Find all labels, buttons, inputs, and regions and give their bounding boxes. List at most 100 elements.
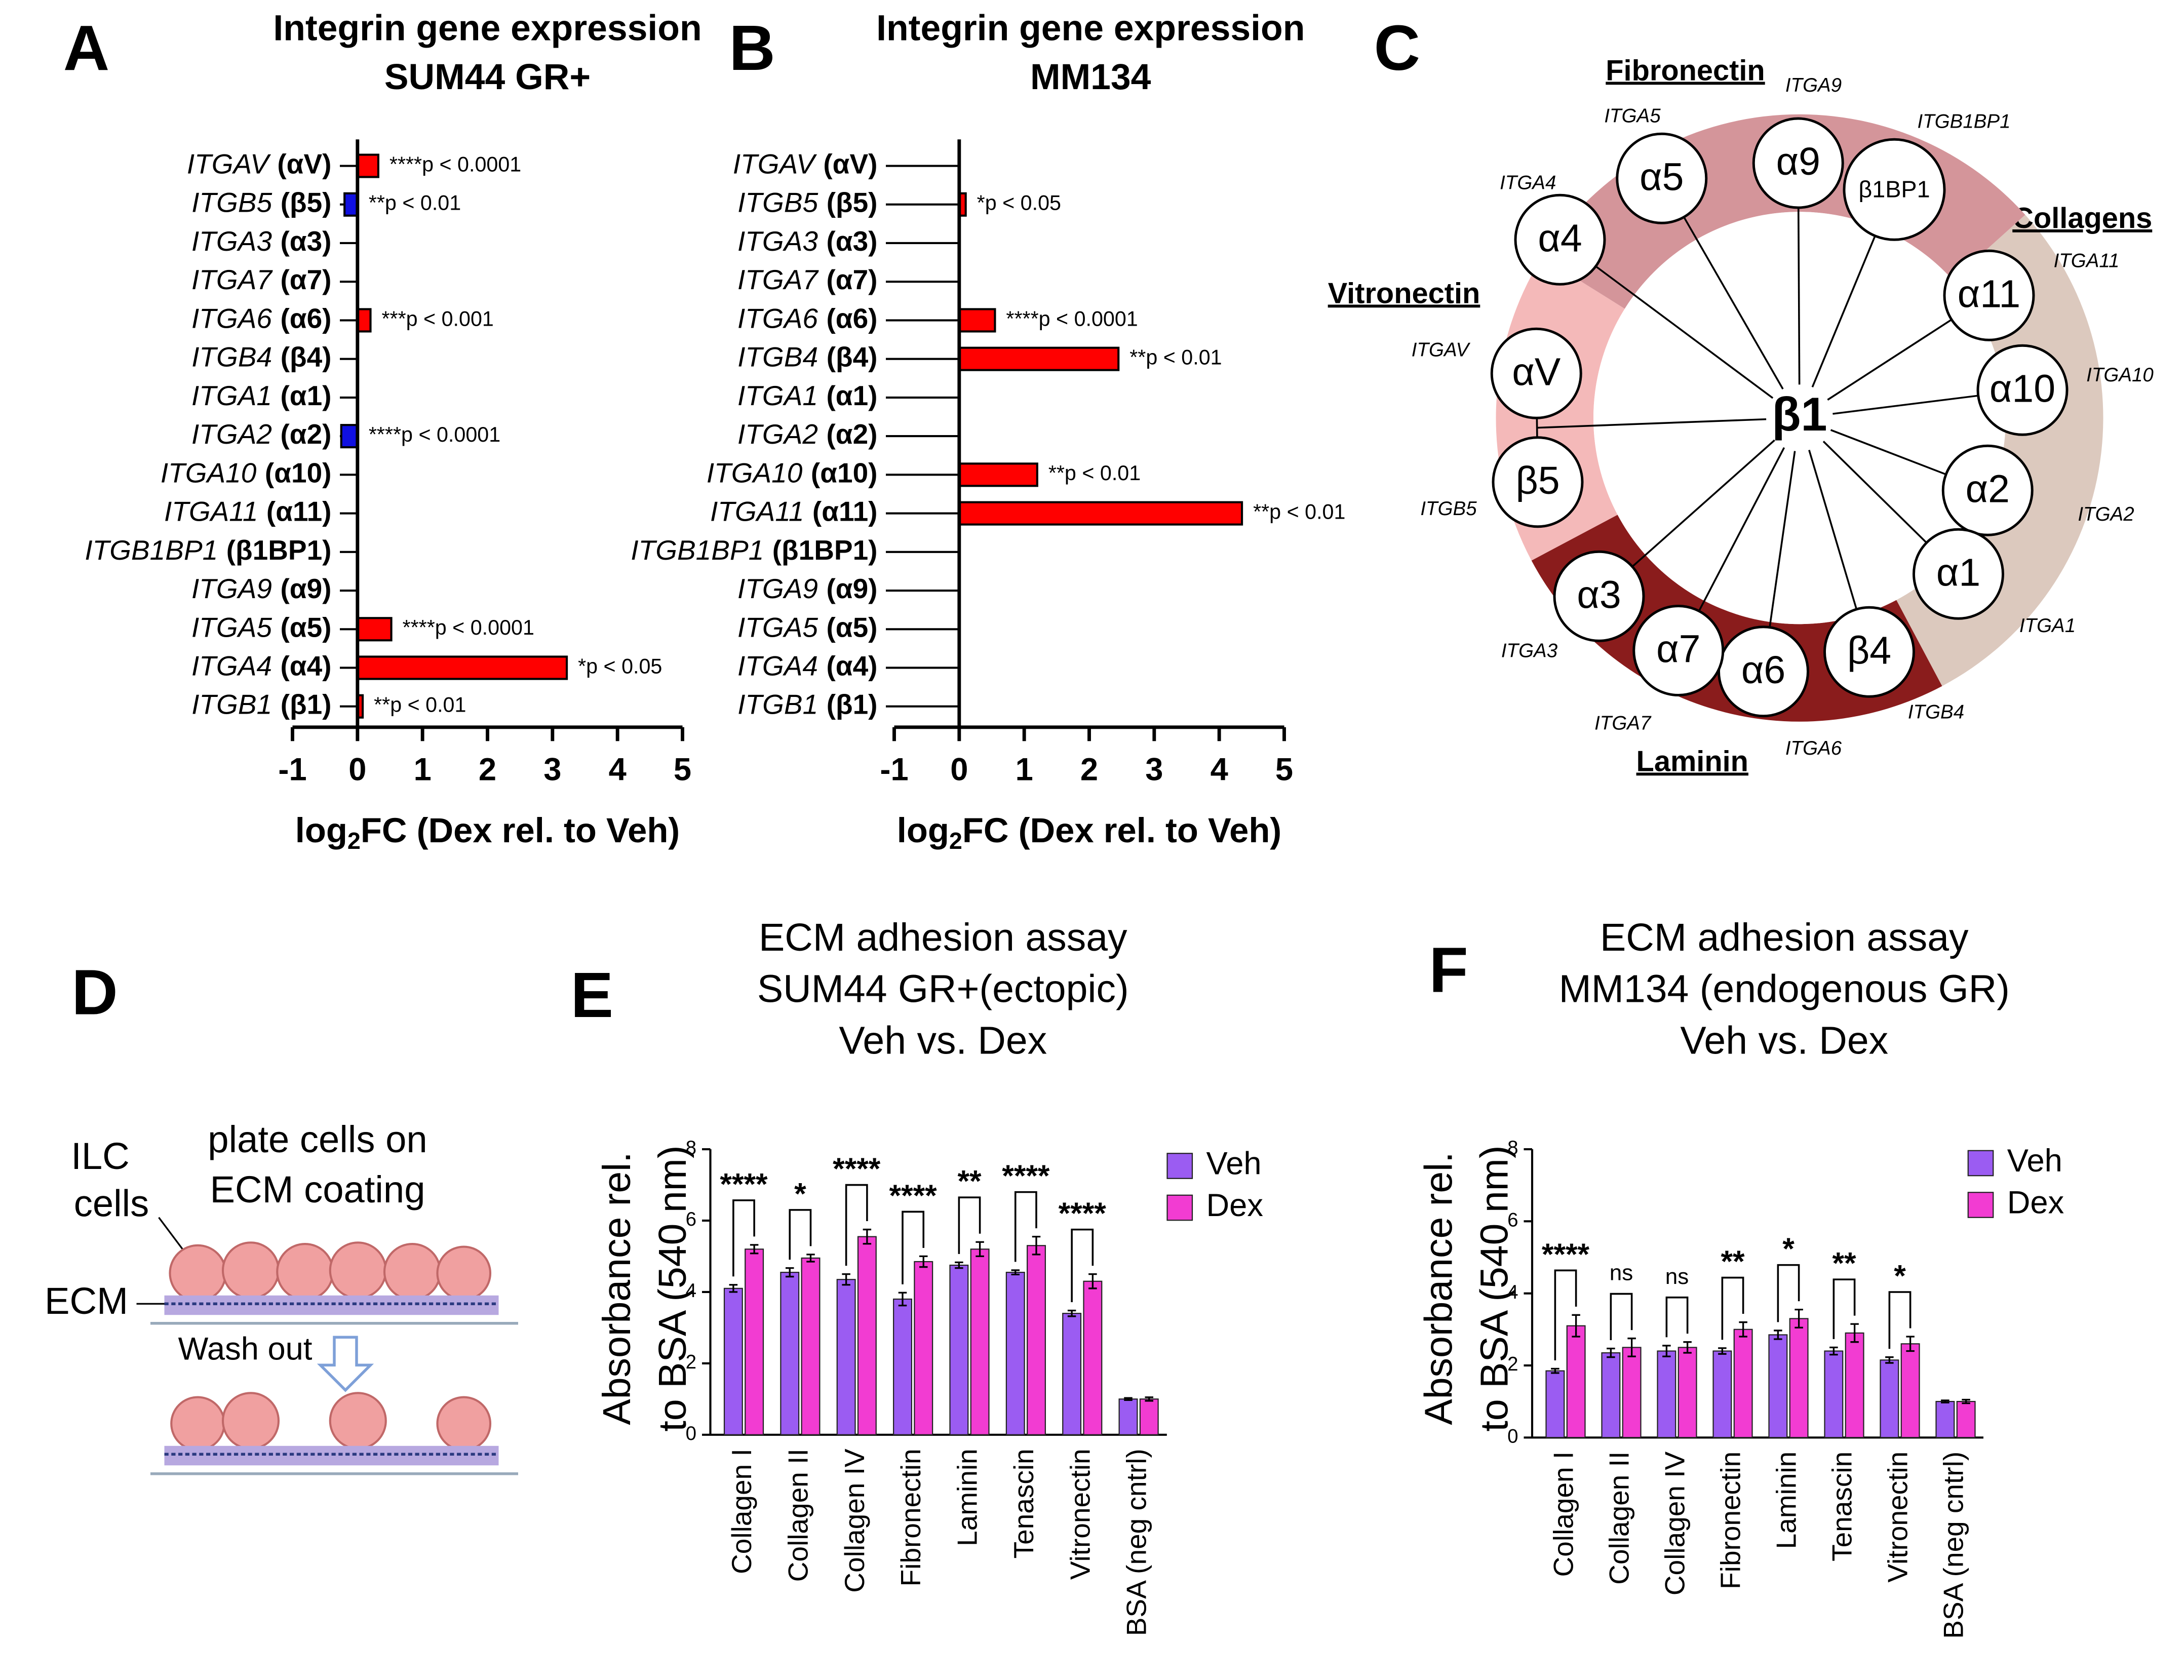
bar [1139, 1398, 1159, 1435]
group-label: Fibronectin [1606, 55, 1765, 87]
subunit-name: (α7) [826, 264, 877, 295]
bar [1657, 1350, 1676, 1438]
panel-label: A [63, 12, 109, 84]
gene-name: ITGA9 [191, 573, 272, 604]
chart-title: SUM44 GR+(ectopic) [757, 967, 1129, 1011]
subunit-name: (α10) [811, 457, 878, 488]
bar [343, 192, 359, 217]
wash-label: Wash out [178, 1331, 313, 1366]
subunit-name: (β1) [827, 688, 878, 720]
category-label: ITGA10 (α10) [161, 457, 332, 488]
cell [169, 1244, 227, 1302]
x-axis-label-sub: 2 [347, 828, 361, 854]
bar [949, 1264, 969, 1435]
grouped-bar-chart: E ECM adhesion assay SUM44 GR+(ectopic) Veh… [571, 916, 1263, 1636]
subunit-name: (β5) [281, 186, 332, 218]
x-tick-label: 2 [479, 752, 496, 787]
significance-label: * [794, 1176, 806, 1210]
legend-label: Dex [2007, 1185, 2064, 1221]
chart-title: SUM44 GR+ [384, 57, 591, 97]
cell [329, 1392, 387, 1450]
node [1553, 550, 1645, 642]
bar [1824, 1350, 1844, 1438]
significance-label: **** [720, 1166, 768, 1201]
panel-label: C [1374, 12, 1420, 84]
bar [1118, 1398, 1138, 1435]
significance-bracket [1610, 1293, 1633, 1340]
x-tick-label: 3 [543, 752, 561, 787]
cells-bottom [170, 1392, 492, 1452]
bar [356, 617, 393, 642]
panel-label: F [1429, 934, 1468, 1006]
significance-bracket [1014, 1191, 1037, 1262]
x-tick-label: Collagen IV [839, 1449, 870, 1593]
subunit-name: (α2) [826, 418, 877, 450]
subunit-name: (α5) [280, 611, 331, 643]
significance-label: **** [889, 1178, 938, 1213]
x-tick-label: Collagen IV [1659, 1451, 1691, 1595]
chart-title: Veh vs. Dex [1680, 1019, 1888, 1062]
bar [1083, 1280, 1103, 1435]
node-label: α3 [1577, 573, 1621, 616]
node-label: α6 [1741, 648, 1785, 692]
x-tick-label: 1 [414, 752, 432, 787]
panel-label: B [729, 12, 775, 84]
gene-name: ITGA6 [737, 302, 818, 334]
node-label: α11 [1958, 272, 2020, 316]
subunit-name: (α10) [265, 457, 332, 488]
gene-name: ITGAV [733, 148, 817, 179]
category-label: ITGA9 (α9) [737, 573, 877, 604]
node [1941, 444, 2034, 536]
significance-bracket [1071, 1228, 1094, 1303]
node-label: α7 [1656, 628, 1700, 671]
significance-bracket [845, 1184, 868, 1266]
y-tick-label: 0 [1507, 1425, 1518, 1447]
gene-label: ITGA7 [1594, 712, 1652, 734]
category-label: ITGA1 (α1) [191, 379, 331, 411]
cell [383, 1242, 442, 1301]
bar [958, 346, 1120, 371]
x-tick-label: 2 [1080, 752, 1098, 787]
category-label: ITGB4 (β4) [191, 341, 331, 372]
category-label: ITGA11 (α11) [164, 495, 332, 527]
x-tick-label: Laminin [1771, 1452, 1802, 1549]
connector [1559, 239, 1801, 419]
significance-bracket [1721, 1276, 1744, 1340]
subunit-name: (β4) [281, 341, 332, 372]
bar [1601, 1352, 1621, 1438]
y-tick-label: 8 [1507, 1137, 1518, 1159]
significance-bracket [1832, 1278, 1856, 1339]
bar [1880, 1359, 1899, 1438]
value-label: ***p < 0.001 [382, 307, 494, 330]
gene-name: ITGA11 [164, 495, 258, 527]
chart-title: MM134 (endogenous GR) [1559, 967, 2010, 1011]
value-label: **p < 0.01 [369, 191, 461, 215]
node [1490, 327, 1582, 419]
y-tick-label: 6 [1507, 1209, 1518, 1231]
gene-name: ITGA3 [737, 225, 818, 256]
node [1752, 117, 1844, 209]
node-label: β4 [1847, 629, 1891, 672]
x-tick-label: -1 [278, 752, 306, 787]
bar [1622, 1347, 1642, 1438]
legend-swatch [1967, 1150, 1994, 1177]
gene-label: ITGA6 [1785, 737, 1842, 759]
node-label: α4 [1538, 216, 1582, 260]
value-label: ****p < 0.0001 [389, 152, 521, 176]
category-label: ITGA2 (α2) [737, 418, 877, 450]
value-label: ****p < 0.0001 [369, 423, 500, 446]
gene-name: ITGA10 [707, 457, 803, 488]
x-tick-label: Tenascin [1008, 1449, 1039, 1558]
panel-label: E [571, 959, 613, 1031]
x-tick-label: Laminin [952, 1449, 983, 1546]
subunit-name: (α4) [826, 650, 877, 681]
x-tick-label: Vitronectin [1882, 1452, 1914, 1583]
bar [745, 1248, 764, 1435]
legend-label: Veh [2007, 1143, 2062, 1179]
node [1492, 436, 1584, 528]
category-label: ITGB1 (β1) [191, 688, 331, 720]
gene-name: ITGA2 [737, 418, 818, 450]
cell [436, 1245, 492, 1301]
x-axis-label: log2FC (Dex rel. to Veh) [897, 811, 1281, 854]
